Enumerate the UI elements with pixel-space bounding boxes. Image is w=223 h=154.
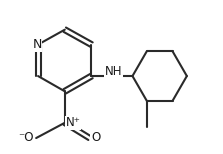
Text: N⁺: N⁺ [66, 116, 81, 129]
Text: ⁻O: ⁻O [18, 131, 34, 144]
Text: N: N [32, 38, 42, 51]
Text: O: O [91, 131, 100, 144]
Text: NH: NH [105, 65, 122, 78]
